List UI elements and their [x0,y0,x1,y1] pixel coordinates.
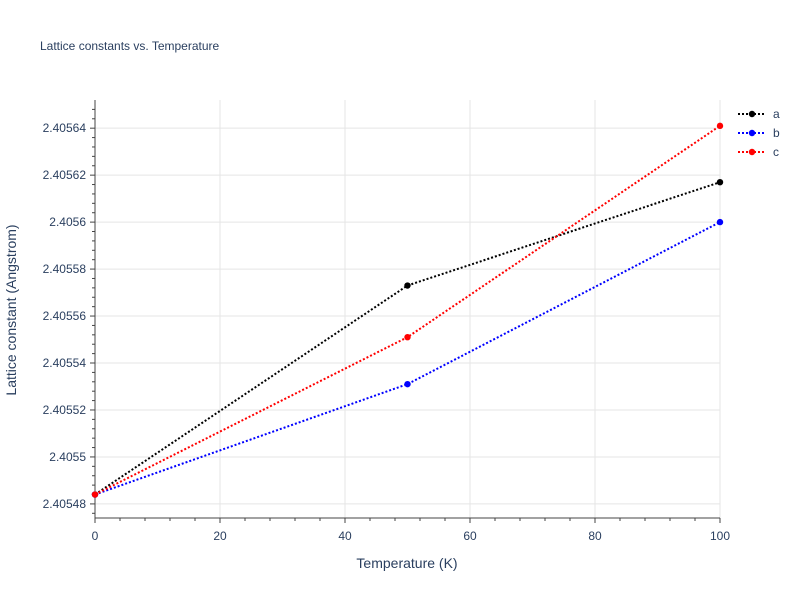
series-layer [91,122,724,498]
legend-label: c [773,145,779,159]
y-tick-label: 2.40556 [43,309,87,323]
y-tick-label: 2.4055 [49,450,86,464]
x-tick-label: 0 [92,529,99,543]
y-tick-label: 2.40558 [43,262,87,276]
legend-marker [748,148,756,156]
x-tick-label: 20 [213,529,227,543]
legend-label: a [773,107,780,121]
legend-item-a[interactable]: a [738,107,780,121]
series-line-a [94,181,721,496]
y-tick-label: 2.40562 [43,168,87,182]
series-b[interactable] [91,218,724,498]
chart-title: Lattice constants vs. Temperature [40,39,220,53]
x-tick-label: 40 [338,529,352,543]
series-c[interactable] [91,122,724,498]
data-point-c[interactable] [404,333,411,341]
x-tick-label: 100 [710,529,730,543]
legend[interactable]: abc [738,107,780,159]
data-point-a[interactable] [404,282,411,289]
x-tick-label: 80 [588,529,602,543]
y-tick-label: 2.40564 [43,121,87,135]
legend-item-b[interactable]: b [738,126,780,140]
x-tick-label: 60 [463,529,477,543]
y-axis-title: Lattice constant (Angstrom) [3,224,19,395]
axes: 0 20 40 60 80 100 2.40548 2.4055 2.40552 2.40554 2… [43,100,730,543]
x-axis-title: Temperature (K) [356,555,457,571]
legend-marker [748,110,756,118]
data-point-c[interactable] [91,491,99,498]
legend-label: b [773,126,780,140]
series-line-c [94,125,721,496]
legend-marker [748,129,756,137]
data-point-b[interactable] [716,218,724,226]
series-line-b [94,221,721,496]
y-tick-label: 2.40552 [43,403,87,417]
y-tick-label: 2.40548 [43,497,87,511]
data-point-b[interactable] [404,380,411,388]
grid [95,100,721,518]
y-tick-label: 2.40554 [43,356,87,370]
legend-item-c[interactable]: c [738,145,779,159]
data-point-a[interactable] [716,178,724,186]
y-tick-label: 2.4056 [49,215,86,229]
data-point-c[interactable] [716,122,724,130]
